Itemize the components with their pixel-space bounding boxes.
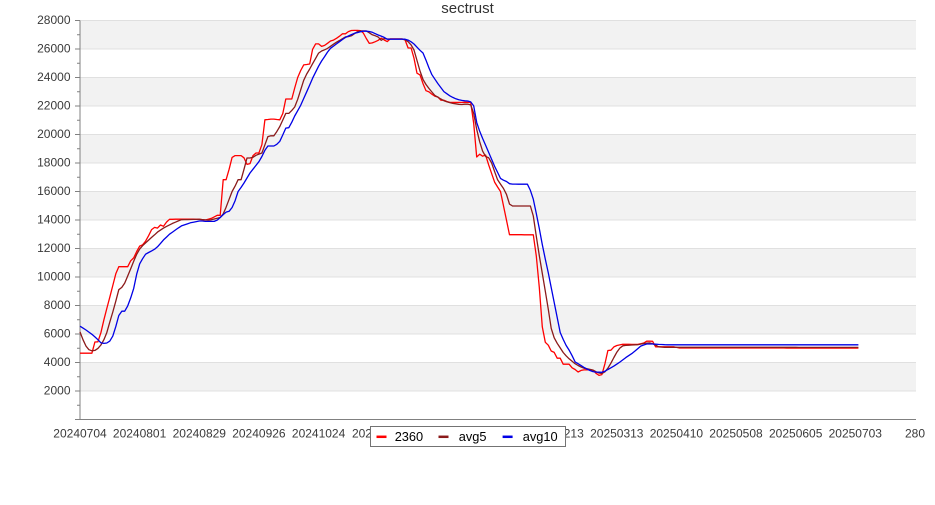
svg-text:avg5: avg5 <box>459 429 487 444</box>
svg-text:sectrust: sectrust <box>441 0 494 17</box>
svg-text:avg10: avg10 <box>523 429 558 444</box>
svg-text:20250703: 20250703 <box>829 427 883 441</box>
svg-text:16000: 16000 <box>37 184 71 198</box>
svg-text:20240926: 20240926 <box>232 427 286 441</box>
svg-text:20240829: 20240829 <box>173 427 227 441</box>
svg-text:24000: 24000 <box>37 70 71 84</box>
svg-text:18000: 18000 <box>37 156 71 170</box>
svg-text:12000: 12000 <box>37 241 71 255</box>
svg-text:26000: 26000 <box>37 42 71 56</box>
svg-text:2000: 2000 <box>44 384 71 398</box>
svg-text:6000: 6000 <box>44 327 71 341</box>
svg-text:20250605: 20250605 <box>769 427 823 441</box>
svg-text:20000: 20000 <box>37 127 71 141</box>
svg-text:2360: 2360 <box>395 429 423 444</box>
svg-text:22000: 22000 <box>37 99 71 113</box>
svg-text:20240704: 20240704 <box>53 427 107 441</box>
svg-text:28000: 28000 <box>37 13 71 27</box>
svg-text:14000: 14000 <box>37 213 71 227</box>
svg-text:20250313: 20250313 <box>590 427 644 441</box>
svg-text:4000: 4000 <box>44 355 71 369</box>
svg-text:20241024: 20241024 <box>292 427 346 441</box>
svg-text:10000: 10000 <box>37 270 71 284</box>
svg-text:8000: 8000 <box>44 298 71 312</box>
svg-text:280: 280 <box>905 427 925 441</box>
svg-text:20240801: 20240801 <box>113 427 167 441</box>
svg-text:20250508: 20250508 <box>709 427 763 441</box>
svg-text:20250410: 20250410 <box>650 427 704 441</box>
